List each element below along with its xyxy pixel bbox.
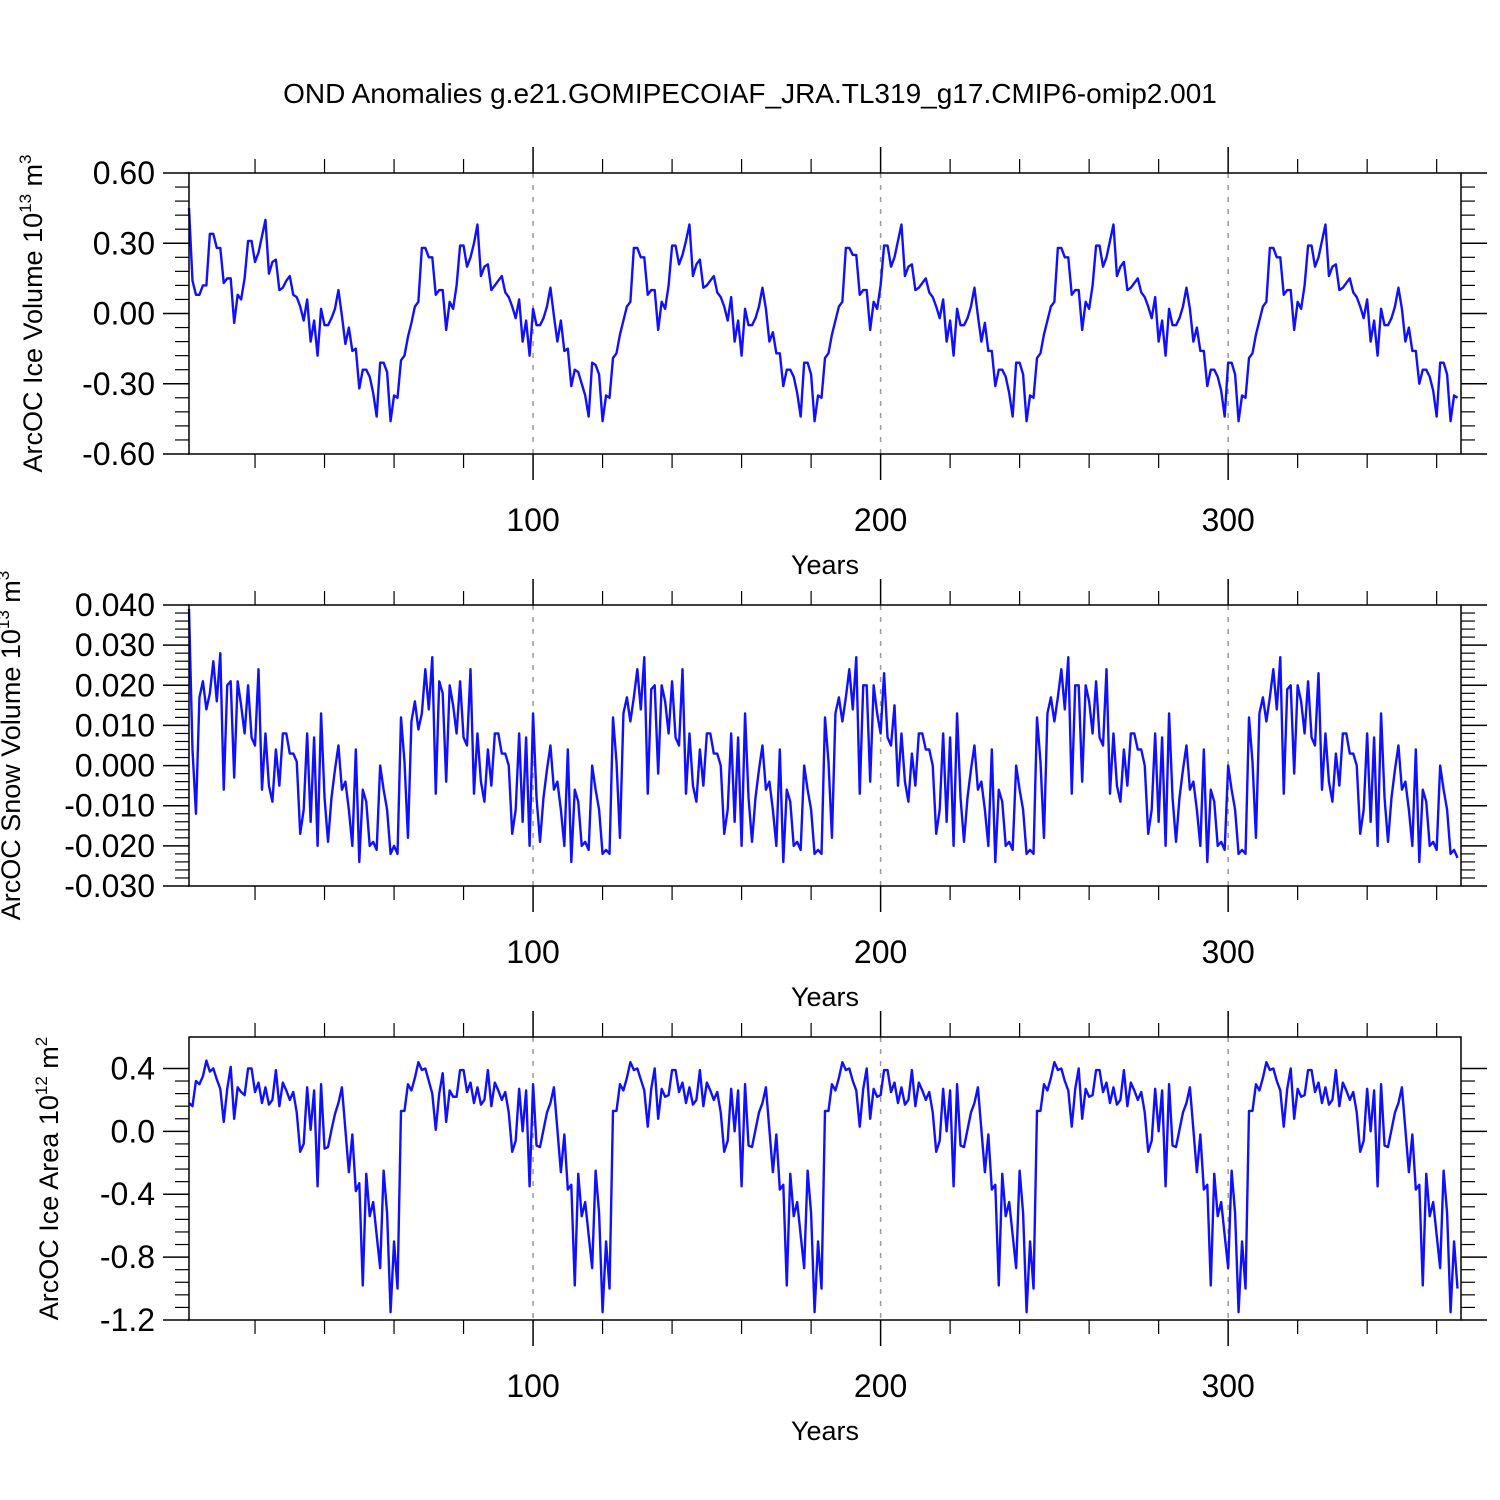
y-tick-label: -0.8 (100, 1239, 155, 1275)
chart-title: OND Anomalies g.e21.GOMIPECOIAF_JRA.TL31… (283, 78, 1217, 109)
y-tick-label: 0.00 (93, 296, 155, 332)
y-tick-label: 0.020 (75, 667, 155, 703)
x-tick-label: 300 (1201, 1368, 1254, 1404)
y-tick-label: 0.30 (93, 225, 155, 261)
x-tick-label: 200 (854, 1368, 907, 1404)
y-tick-label: -1.2 (100, 1302, 155, 1338)
series-line (187, 208, 1459, 423)
x-tick-label: 200 (854, 502, 907, 538)
y-tick-label: 0.010 (75, 707, 155, 743)
y-tick-label: 0.60 (93, 155, 155, 191)
x-tick-label: 300 (1201, 934, 1254, 970)
y-tick-label: 0.000 (75, 748, 155, 784)
x-axis-label: Years (791, 982, 859, 1012)
x-tick-label: 100 (506, 934, 559, 970)
series-line (188, 1059, 1459, 1314)
x-tick-label: 100 (506, 502, 559, 538)
plot-frame (188, 604, 1462, 887)
x-tick-label: 200 (854, 934, 907, 970)
y-tick-label: -0.30 (82, 366, 155, 402)
plot-frame (188, 172, 1462, 455)
y-tick-label: 0.040 (75, 587, 155, 623)
y-axis-label: ArcOC Ice Area 1012 m2 (32, 1037, 64, 1321)
y-axis-label: ArcOC Snow Volume 1013 m3 (0, 571, 26, 921)
panel-ice-volume: -0.60 -0.30 0.00 0.30 0.60 100 200 300 Years ArcO… (16, 147, 1487, 580)
panel-snow-volume: -0.030 -0.020 -0.010 0.000 0.010 0.020 0.030 0.… (0, 571, 1487, 1012)
y-tick-label: -0.010 (64, 788, 155, 824)
y-tick-label: -0.4 (100, 1176, 155, 1212)
y-tick-label: 0.0 (111, 1113, 155, 1149)
x-tick-label: 100 (506, 1368, 559, 1404)
plot-frame (188, 1036, 1462, 1321)
y-tick-label: 0.4 (111, 1050, 155, 1086)
panel-ice-area: -1.2 -0.8 -0.4 0.0 0.4 100 200 300 Years ArcOC Ic… (32, 1011, 1487, 1446)
y-axis-label: ArcOC Ice Volume 1013 m3 (16, 154, 48, 472)
x-tick-label: 300 (1201, 502, 1254, 538)
y-tick-label: -0.60 (82, 436, 155, 472)
y-tick-label: 0.030 (75, 627, 155, 663)
x-axis-label: Years (791, 550, 859, 580)
x-axis-label: Years (791, 1416, 859, 1446)
y-tick-label: -0.020 (64, 828, 155, 864)
y-tick-label: -0.030 (64, 868, 155, 904)
series-line (187, 608, 1459, 864)
